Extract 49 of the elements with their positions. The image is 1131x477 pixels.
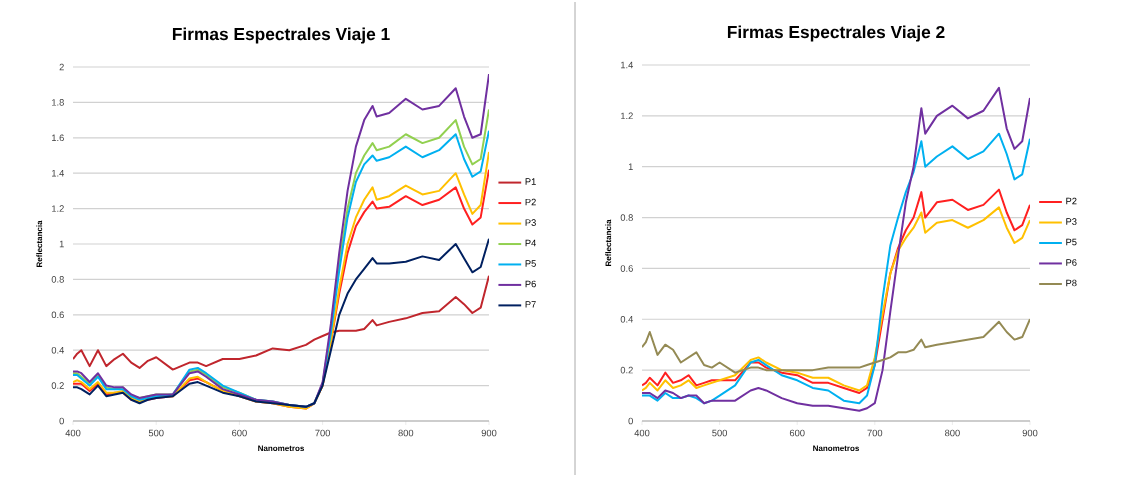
y-tick-label: 0.2 bbox=[620, 366, 633, 374]
x-tick-label: 700 bbox=[867, 429, 883, 437]
legend-label: P6 bbox=[1066, 259, 1077, 266]
y-tick-label: 0 bbox=[59, 417, 64, 425]
legend-label: P1 bbox=[525, 178, 536, 185]
legend-label: P2 bbox=[525, 198, 536, 206]
x-axis-title: Nanometros bbox=[813, 445, 859, 452]
x-tick-label: 900 bbox=[1022, 429, 1038, 437]
y-tick-label: 0.6 bbox=[51, 311, 64, 319]
y-tick-label: 0.6 bbox=[620, 265, 633, 272]
x-tick-label: 500 bbox=[712, 429, 728, 437]
y-tick-label: 1.2 bbox=[52, 205, 64, 212]
legend-label: P6 bbox=[525, 280, 536, 288]
y-axis-title: Reflectancia bbox=[36, 220, 43, 268]
y-tick-label: 2 bbox=[59, 63, 64, 71]
legend-label: P8 bbox=[1066, 279, 1077, 287]
y-tick-label: 0.2 bbox=[51, 382, 64, 389]
x-tick-label: 900 bbox=[481, 429, 497, 437]
y-tick-label: 1 bbox=[59, 240, 64, 248]
legend-label: P4 bbox=[525, 239, 536, 247]
y-tick-label: 0.4 bbox=[620, 315, 634, 323]
y-tick-label: 1.6 bbox=[52, 134, 64, 142]
x-axis-title: Nanometros bbox=[258, 445, 305, 452]
legend-label: P7 bbox=[525, 301, 536, 308]
x-tick-label: 400 bbox=[634, 429, 650, 437]
legend-label: P2 bbox=[1066, 197, 1077, 205]
y-tick-label: 0 bbox=[628, 417, 633, 425]
legend-label: P3 bbox=[525, 219, 536, 226]
legend-label: P5 bbox=[1066, 238, 1077, 246]
legend-label: P5 bbox=[525, 260, 536, 267]
y-tick-label: 1 bbox=[628, 163, 633, 170]
y-tick-label: 1.4 bbox=[52, 169, 65, 177]
chart-title: Firmas Espectrales Viaje 1 bbox=[172, 27, 390, 44]
y-tick-label: 1.4 bbox=[621, 61, 634, 69]
legend-label: P3 bbox=[1066, 218, 1077, 225]
y-tick-label: 0.8 bbox=[620, 214, 633, 221]
chart-title: Firmas Espectrales Viaje 2 bbox=[727, 25, 945, 42]
x-tick-label: 800 bbox=[945, 429, 960, 437]
y-tick-label: 1.8 bbox=[52, 99, 64, 106]
y-tick-label: 0.8 bbox=[51, 276, 64, 283]
y-tick-label: 1.2 bbox=[621, 112, 633, 120]
x-tick-label: 400 bbox=[65, 429, 81, 437]
x-tick-label: 700 bbox=[315, 429, 331, 437]
x-tick-label: 800 bbox=[398, 429, 414, 437]
x-tick-label: 500 bbox=[148, 429, 164, 437]
y-axis-title: Reflectancia bbox=[605, 219, 612, 267]
x-tick-label: 600 bbox=[789, 429, 805, 437]
x-tick-label: 600 bbox=[232, 429, 247, 437]
y-tick-label: 0.4 bbox=[51, 346, 65, 354]
